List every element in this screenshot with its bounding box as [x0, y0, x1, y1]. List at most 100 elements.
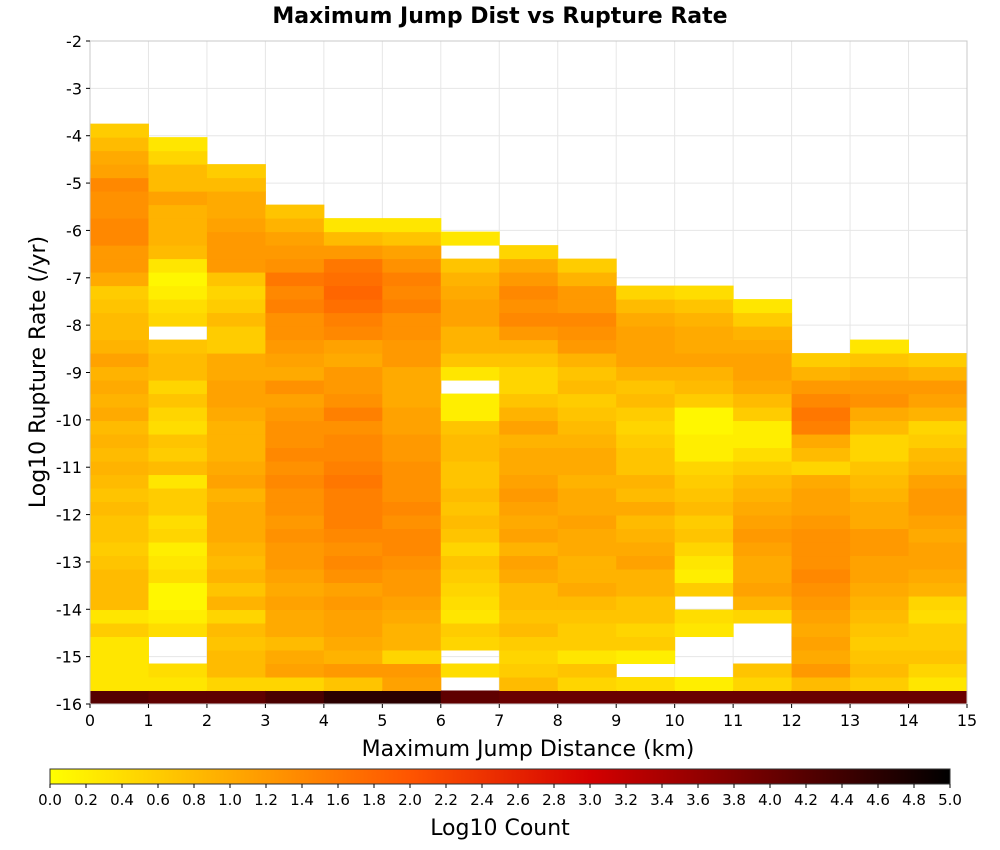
- heatmap-cell: [148, 434, 208, 449]
- heatmap-cell: [616, 407, 676, 422]
- heatmap-cell: [90, 690, 149, 705]
- heatmap-cell: [206, 191, 266, 206]
- heatmap-cell: [850, 407, 910, 422]
- heatmap-cell: [265, 663, 325, 678]
- heatmap-cell: [733, 353, 793, 368]
- colorbar-tick-label: 0.2: [74, 791, 98, 809]
- heatmap-cell: [440, 407, 500, 422]
- heatmap-cell: [908, 528, 968, 543]
- heatmap-cell: [557, 555, 617, 570]
- heatmap-cell: [206, 569, 266, 584]
- heatmap-cell: [733, 663, 793, 678]
- heatmap-cell: [148, 258, 208, 273]
- heatmap-cell: [908, 555, 968, 570]
- heatmap-cell: [733, 474, 793, 489]
- heatmap-cell: [440, 366, 500, 381]
- heatmap-cell: [323, 407, 383, 422]
- colorbar-tick-label: 1.6: [326, 791, 350, 809]
- heatmap-cell: [265, 582, 325, 597]
- heatmap-cell: [733, 528, 793, 543]
- heatmap-cell: [440, 501, 500, 516]
- heatmap-cell: [206, 609, 266, 624]
- heatmap-cell: [323, 312, 383, 327]
- heatmap-cell: [206, 474, 266, 489]
- heatmap-cell: [265, 434, 325, 449]
- heatmap-cell: [791, 542, 851, 557]
- heatmap-cell: [382, 596, 442, 611]
- heatmap-cell: [382, 272, 442, 287]
- heatmap-cell: [265, 488, 325, 503]
- colorbar-ticks: 0.0 0.2 0.4 0.6 0.8 1.0 1.2 1.4 1.6 1.8 2.0 2.2 2.4 2…: [38, 784, 962, 809]
- heatmap-cell: [440, 542, 500, 557]
- y-tick-label: -14: [56, 600, 82, 619]
- heatmap-cell: [791, 380, 851, 395]
- colorbar-tick-label: 1.0: [218, 791, 242, 809]
- heatmap-cell: [148, 191, 208, 206]
- heatmap-cell: [557, 258, 617, 273]
- heatmap-cell: [557, 569, 617, 584]
- heatmap-cell: [499, 326, 559, 341]
- heatmap-cell: [616, 326, 676, 341]
- heatmap-cell: [733, 596, 793, 611]
- heatmap-cell: [323, 569, 383, 584]
- heatmap-cell: [557, 434, 617, 449]
- heatmap-cell: [323, 690, 383, 705]
- heatmap-cell: [382, 488, 442, 503]
- heatmap-cell: [206, 515, 266, 530]
- heatmap-cell: [791, 434, 851, 449]
- heatmap-cell: [850, 366, 910, 381]
- heatmap-cell: [850, 542, 910, 557]
- heatmap-cell: [440, 569, 500, 584]
- heatmap-cell: [90, 623, 149, 638]
- heatmap-cell: [382, 339, 442, 354]
- heatmap-cell: [499, 434, 559, 449]
- y-tick-label: -16: [56, 695, 82, 714]
- heatmap-cell: [323, 326, 383, 341]
- heatmap-cell: [382, 528, 442, 543]
- heatmap-cell: [674, 434, 734, 449]
- heatmap-cell: [382, 555, 442, 570]
- heatmap-cell: [791, 596, 851, 611]
- y-tick-label: -2: [66, 32, 82, 51]
- heatmap-cell: [206, 461, 266, 476]
- heatmap-cell: [265, 623, 325, 638]
- heatmap-cell: [733, 407, 793, 422]
- heatmap-cell: [265, 353, 325, 368]
- heatmap-cell: [850, 393, 910, 408]
- colorbar-tick-label: 2.0: [398, 791, 422, 809]
- heatmap-cell: [499, 420, 559, 435]
- heatmap-cell: [90, 447, 149, 462]
- x-tick-label: 0: [85, 711, 95, 730]
- heatmap-cell: [440, 488, 500, 503]
- heatmap-cell: [265, 474, 325, 489]
- heatmap-cell: [850, 528, 910, 543]
- heatmap-cell: [499, 312, 559, 327]
- heatmap-cell: [440, 461, 500, 476]
- heatmap-cell: [90, 488, 149, 503]
- heatmap-cell: [557, 366, 617, 381]
- heatmap-cell: [90, 569, 149, 584]
- heatmap-cell: [674, 312, 734, 327]
- heatmap-cell: [557, 353, 617, 368]
- heatmap-cell: [382, 461, 442, 476]
- heatmap-cell: [791, 636, 851, 651]
- heatmap-cell: [557, 582, 617, 597]
- colorbar-tick-label: 0.0: [38, 791, 62, 809]
- heatmap-cell: [674, 501, 734, 516]
- heatmap-cell: [382, 366, 442, 381]
- heatmap-cell: [674, 555, 734, 570]
- heatmap-cell: [206, 650, 266, 665]
- heatmap-cell: [323, 353, 383, 368]
- heatmap-cell: [265, 258, 325, 273]
- heatmap-cell: [733, 299, 793, 314]
- heatmap-cell: [382, 420, 442, 435]
- heatmap-cell: [90, 407, 149, 422]
- heatmap-cell: [382, 582, 442, 597]
- heatmap-cell: [382, 690, 442, 705]
- heatmap-cell: [206, 164, 266, 179]
- heatmap-cell: [616, 528, 676, 543]
- heatmap-cell: [557, 420, 617, 435]
- heatmap-cell: [499, 663, 559, 678]
- heatmap-cell: [908, 407, 968, 422]
- heatmap-cell: [674, 339, 734, 354]
